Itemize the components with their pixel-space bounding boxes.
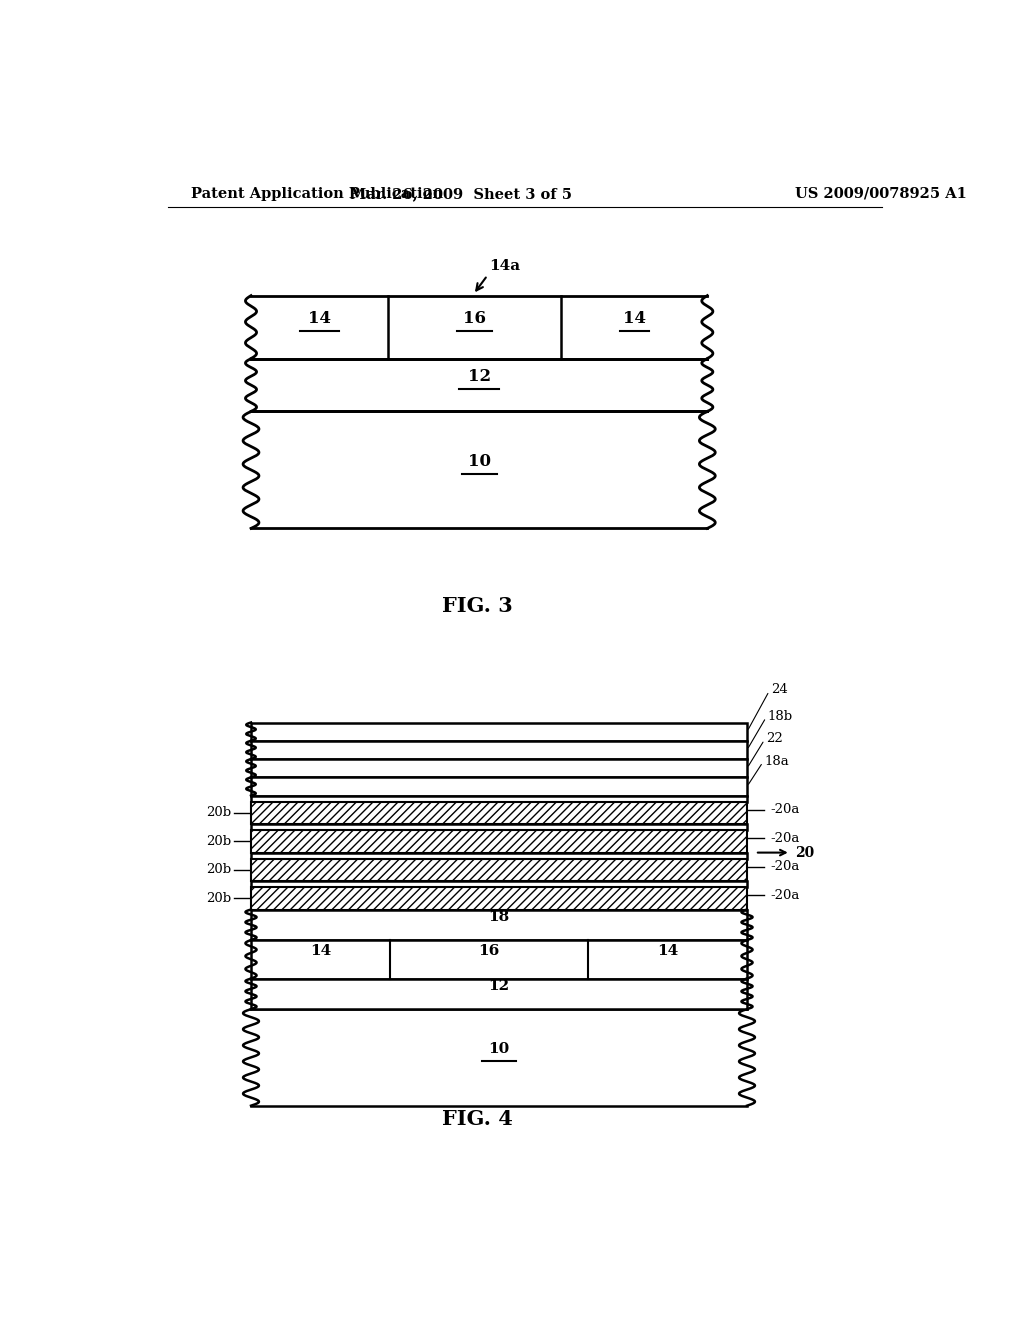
Text: 14: 14 [310,944,331,958]
Bar [251,859,748,880]
Bar [251,777,748,796]
Text: 14: 14 [308,310,331,327]
Text: 12: 12 [488,978,510,993]
Text: 18b: 18b [768,710,793,723]
Text: 10: 10 [488,1043,510,1056]
Bar [251,759,748,777]
Bar [251,940,748,978]
Text: 18: 18 [488,909,510,924]
Text: FIG. 3: FIG. 3 [441,595,513,615]
Text: 14: 14 [623,310,646,327]
Text: Mar. 26, 2009  Sheet 3 of 5: Mar. 26, 2009 Sheet 3 of 5 [350,187,572,201]
Bar [251,830,748,853]
Text: 10: 10 [468,453,490,470]
Bar [251,909,748,940]
Text: 16: 16 [463,310,486,327]
Text: 20: 20 [795,846,814,859]
Text: 20b: 20b [206,836,231,847]
Bar [251,853,748,859]
Text: 14a: 14a [489,259,520,273]
Text: 18a: 18a [765,755,790,768]
Text: US 2009/0078925 A1: US 2009/0078925 A1 [795,187,967,201]
Text: 20b: 20b [206,807,231,820]
Text: -20a: -20a [771,832,800,845]
Bar [251,887,748,909]
Text: -20a: -20a [771,804,800,816]
Bar [251,796,748,801]
Bar [251,978,748,1008]
Text: 12: 12 [468,368,490,385]
Text: -20a: -20a [771,861,800,874]
Text: 24: 24 [771,684,787,697]
Text: 14: 14 [657,944,678,958]
Text: 16: 16 [478,944,500,958]
Text: Patent Application Publication: Patent Application Publication [191,187,443,201]
Bar [251,722,748,741]
Text: 20b: 20b [206,892,231,904]
Bar [251,880,748,887]
Text: FIG. 4: FIG. 4 [441,1109,513,1129]
Bar [251,824,748,830]
Text: -20a: -20a [771,888,800,902]
Text: 22: 22 [766,733,782,746]
Bar [251,801,748,824]
Bar [251,741,748,759]
Text: 20b: 20b [206,863,231,876]
